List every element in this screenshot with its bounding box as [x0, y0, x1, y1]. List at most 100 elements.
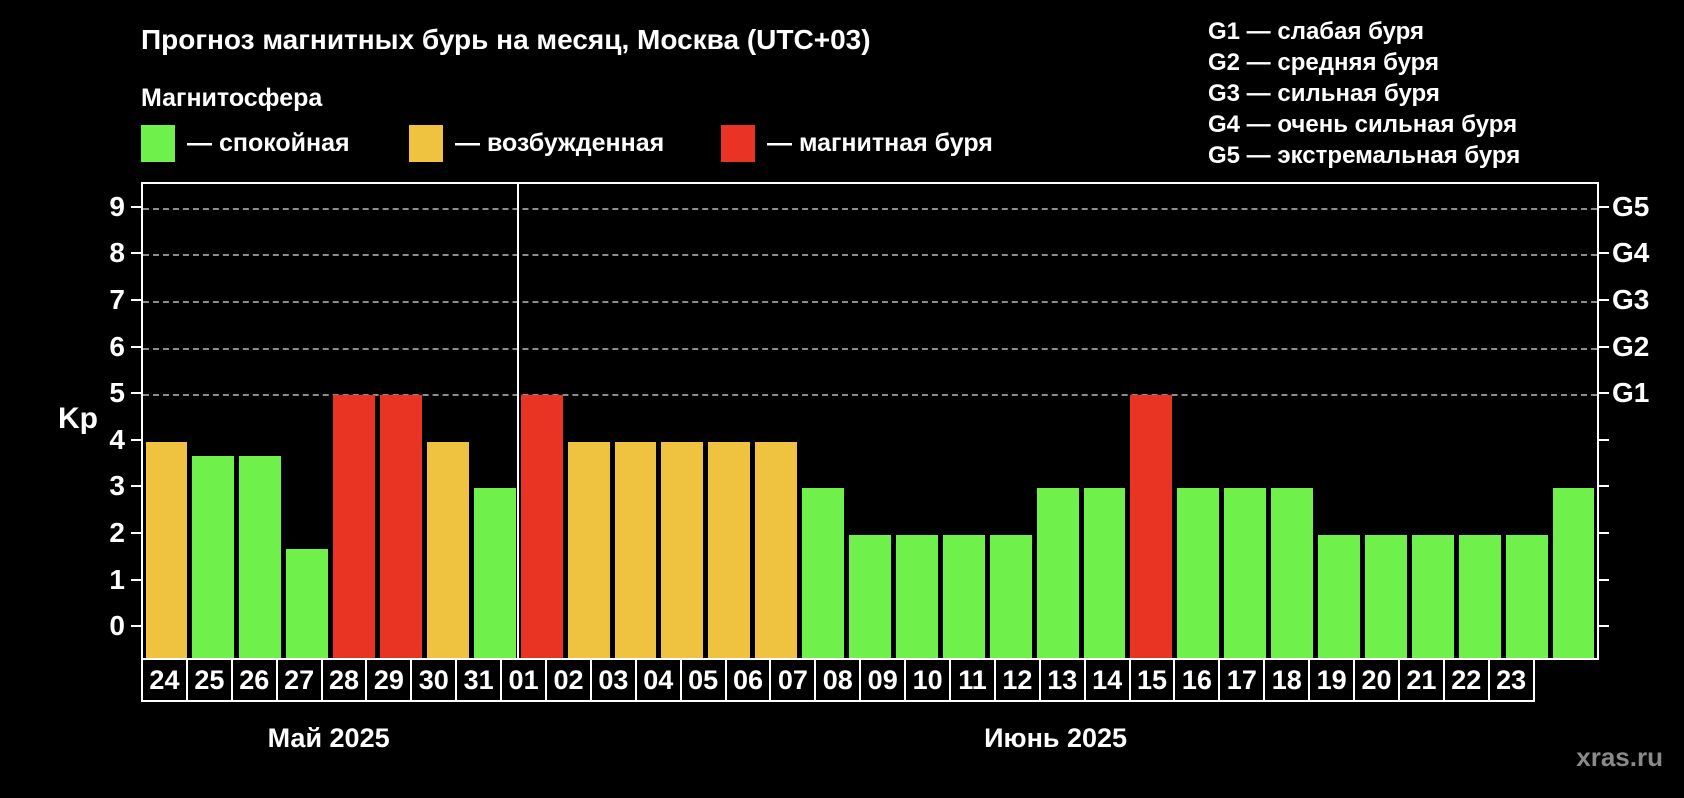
day-cell-25: 25 [185, 658, 233, 702]
day-cell-08: 08 [814, 658, 862, 702]
left-axis-tick [131, 298, 141, 301]
day-cell-05: 05 [679, 658, 727, 702]
day-cell-06: 06 [724, 658, 772, 702]
day-cell-11: 11 [949, 658, 996, 702]
kp-bar-day-01 [520, 395, 563, 658]
kp-bar-day-13 [1083, 488, 1126, 658]
y-axis-tick-label: 7 [109, 283, 125, 315]
kp-bar-day-10 [942, 534, 985, 658]
day-cell-23: 23 [1487, 658, 1535, 702]
y-axis-tick-label: 3 [109, 470, 125, 502]
y-axis-tick-label: 8 [109, 237, 125, 269]
legend-item-storm: — магнитная буря [721, 124, 993, 162]
day-cell-31: 31 [455, 658, 503, 702]
day-cell-20: 20 [1353, 658, 1400, 702]
watermark: xras.ru [1576, 742, 1663, 772]
day-cell-30: 30 [410, 658, 458, 702]
kp-bar-day-17 [1271, 488, 1314, 658]
day-cell-12: 12 [993, 658, 1041, 702]
day-cell-22: 22 [1442, 658, 1490, 702]
kp-bar-day-19 [1364, 534, 1407, 658]
day-cell-18: 18 [1263, 658, 1311, 702]
day-cell-10: 10 [904, 658, 952, 702]
day-cell-21: 21 [1397, 658, 1445, 702]
legend-label: — спокойная [187, 128, 350, 157]
right-axis-tick [1599, 485, 1609, 488]
g-scale-legend-line: G3 — сильная буря [1208, 80, 1440, 107]
kp-bar-day-23 [1552, 488, 1595, 658]
page-title: Прогноз магнитных бурь на месяц, Москва … [141, 24, 871, 55]
right-axis-label-g1: G1 [1612, 377, 1650, 409]
excited-color-swatch [409, 124, 443, 162]
y-axis-title: Kp [58, 402, 98, 435]
g-scale-legend-line: G2 — средняя буря [1208, 49, 1439, 76]
day-cell-19: 19 [1308, 658, 1356, 702]
gridline-kp5 [143, 394, 1597, 397]
kp-bar-day-18 [1318, 534, 1360, 658]
kp-bar-day-11 [989, 534, 1032, 658]
kp-bar-day-09 [895, 534, 938, 658]
right-axis-label-g2: G2 [1612, 330, 1650, 362]
day-cell-26: 26 [230, 658, 278, 702]
day-cell-16: 16 [1173, 658, 1221, 702]
legend-item-calm: — спокойная [141, 124, 350, 162]
kp-bar-day-07 [802, 488, 845, 658]
day-cell-27: 27 [275, 658, 323, 702]
kp-bar-day-21 [1458, 534, 1501, 658]
day-cell-02: 02 [545, 658, 592, 702]
day-cell-04: 04 [634, 658, 682, 702]
left-axis-tick [131, 578, 141, 581]
g-scale-legend-line: G4 — очень сильная буря [1208, 111, 1518, 138]
day-cell-24: 24 [141, 658, 188, 702]
kp-bar-day-28 [333, 395, 375, 658]
kp-bar-day-31 [473, 488, 516, 658]
left-axis-tick [131, 205, 141, 208]
calm-color-swatch [141, 124, 175, 162]
left-axis-tick [131, 485, 141, 488]
kp-bar-day-02 [567, 441, 610, 658]
left-axis-tick [131, 438, 141, 441]
right-axis-label-g5: G5 [1612, 190, 1650, 222]
kp-bar-day-20 [1411, 534, 1454, 658]
day-cell-29: 29 [365, 658, 413, 702]
kp-bar-day-15 [1177, 488, 1220, 658]
g-scale-legend: G1 — слабая буря G2 — средняя буря G3 — … [1208, 16, 1520, 171]
kp-bar-day-26 [239, 455, 282, 658]
kp-bar-day-27 [286, 548, 329, 658]
kp-bar-day-14 [1130, 395, 1173, 658]
day-cell-17: 17 [1218, 658, 1266, 702]
gridline-kp6 [143, 347, 1597, 350]
gridline-kp9 [143, 207, 1597, 210]
right-axis-label-g4: G4 [1612, 237, 1650, 269]
g-scale-legend-line: G1 — слабая буря [1208, 18, 1425, 45]
kp-bar-day-04 [661, 441, 704, 658]
y-axis-tick-label: 1 [109, 563, 125, 595]
left-axis-tick [131, 531, 141, 534]
right-axis-tick [1599, 205, 1609, 208]
y-axis-tick-label: 0 [109, 610, 125, 642]
legend-item-excited: — возбужденная [409, 124, 664, 162]
right-axis-tick [1599, 625, 1609, 628]
kp-bar-day-12 [1036, 488, 1079, 658]
day-cell-13: 13 [1038, 658, 1086, 702]
y-axis-tick-label: 6 [109, 330, 125, 362]
gridline-kp7 [143, 300, 1597, 303]
left-axis-tick [131, 625, 141, 628]
right-axis-tick [1599, 578, 1609, 581]
magnetosphere-legend-title: Магнитосфера [141, 84, 323, 112]
y-axis-tick-label: 2 [109, 516, 125, 548]
kp-bar-day-05 [708, 441, 751, 658]
right-axis-label-g3: G3 [1612, 283, 1650, 315]
day-cell-01: 01 [500, 658, 548, 702]
gridline-kp8 [143, 254, 1597, 257]
right-axis-tick [1599, 392, 1609, 395]
day-cell-07: 07 [769, 658, 817, 702]
day-cell-03: 03 [589, 658, 637, 702]
kp-bar-day-29 [380, 395, 422, 658]
plot-area [141, 182, 1599, 660]
right-axis-tick [1599, 531, 1609, 534]
storm-color-swatch [721, 124, 755, 162]
kp-bar-day-30 [426, 441, 469, 658]
month-separator-line [517, 184, 520, 658]
